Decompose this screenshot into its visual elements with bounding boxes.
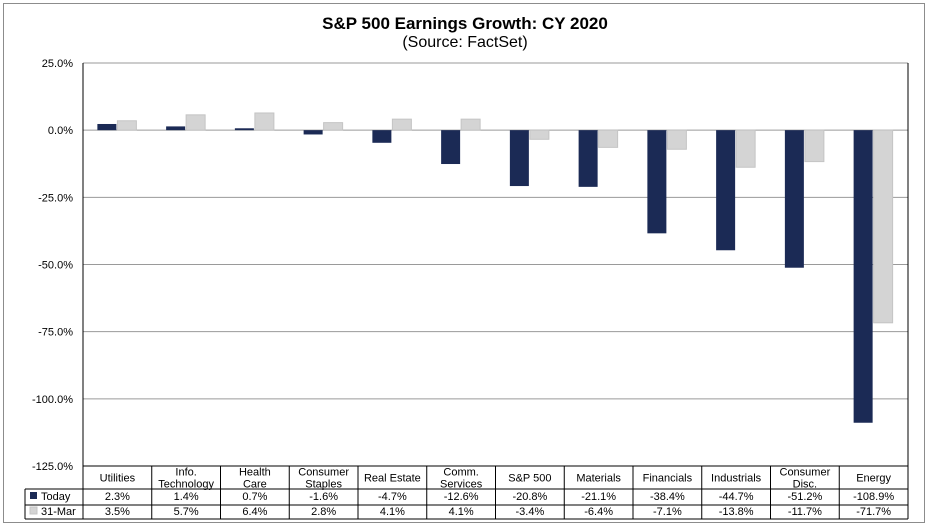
bar-31-mar (185, 114, 206, 131)
chart-title: S&P 500 Earnings Growth: CY 2020 (322, 14, 608, 33)
bar-31-mar (254, 112, 275, 131)
legend-swatch-31-mar (29, 506, 38, 515)
data-table-cell: 4.1% (380, 506, 405, 518)
bar-today (509, 130, 529, 187)
data-table-cell: -21.1% (581, 491, 616, 503)
legend-label-31-mar: 31-Mar (41, 506, 76, 518)
bar-31-mar (804, 129, 825, 163)
data-table-cell: 6.4% (242, 506, 267, 518)
data-table-cell: 1.4% (174, 491, 199, 503)
data-table-cell: -6.4% (584, 506, 613, 518)
data-table-cell: -12.6% (444, 491, 479, 503)
data-table-cell: -20.8% (512, 491, 547, 503)
bar-31-mar (116, 120, 137, 131)
bar-31-mar (666, 129, 687, 150)
legend-swatch-today (30, 492, 37, 499)
data-table-cell: -71.7% (856, 506, 891, 518)
bar-31-mar (735, 129, 756, 168)
chart-frame (3, 3, 925, 523)
y-tick-label: -50.0% (38, 260, 73, 272)
data-table-cell: 2.3% (105, 491, 130, 503)
data-table-cell: 4.1% (449, 506, 474, 518)
data-table-cell: -7.1% (653, 506, 682, 518)
category-label: Consumer Disc. (780, 467, 831, 491)
bar-31-mar (391, 118, 412, 131)
data-table-cell: -1.6% (309, 491, 338, 503)
bar-today (372, 130, 392, 143)
data-table-cell: -11.7% (788, 506, 822, 518)
bar-today (784, 130, 804, 268)
y-tick-label: -75.0% (38, 327, 73, 339)
bar-today (578, 130, 598, 187)
y-tick-label: -25.0% (38, 192, 73, 204)
y-tick-label: -100.0% (32, 394, 73, 406)
bar-31-mar (323, 122, 344, 131)
category-label: Energy (856, 473, 891, 485)
data-table-cell: -51.2% (787, 491, 822, 503)
y-tick-label: -125.0% (32, 461, 73, 473)
bar-31-mar (460, 118, 481, 131)
bar-31-mar (598, 129, 619, 148)
category-label: Financials (643, 473, 693, 485)
category-label: Info. Technology (158, 467, 214, 491)
data-table-cell: 2.8% (311, 506, 336, 518)
bar-today (166, 126, 186, 131)
data-table-cell: -4.7% (378, 491, 407, 503)
data-table-cell: 5.7% (174, 506, 199, 518)
category-label: Consumer Staples (298, 467, 349, 491)
bar-today (716, 130, 736, 251)
y-tick-label: 25.0% (42, 58, 73, 70)
category-label: Real Estate (364, 473, 421, 485)
category-label: Comm. Services (440, 467, 483, 491)
category-label: Health Care (239, 467, 271, 491)
bar-today (97, 123, 117, 131)
data-table-cell: 0.7% (242, 491, 267, 503)
data-table-cell: -13.8% (719, 506, 754, 518)
data-table-cell: -44.7% (719, 491, 754, 503)
category-label: Materials (576, 473, 621, 485)
bar-today (234, 128, 254, 131)
y-tick-label: 0.0% (48, 125, 73, 137)
chart-subtitle: (Source: FactSet) (402, 34, 528, 51)
category-label: Utilities (100, 473, 136, 485)
category-label: S&P 500 (508, 473, 551, 485)
data-table-cell: -38.4% (650, 491, 685, 503)
data-table-cell: 3.5% (105, 506, 130, 518)
category-label: Industrials (711, 473, 762, 485)
data-table-cell: -3.4% (516, 506, 545, 518)
bar-today (853, 130, 873, 423)
legend-label-today: Today (41, 491, 71, 503)
bar-today (303, 130, 323, 135)
data-table-cell: -108.9% (853, 491, 894, 503)
bar-31-mar (873, 129, 894, 324)
bar-today (441, 130, 461, 165)
bar-today (647, 130, 667, 234)
bar-31-mar (529, 129, 550, 140)
